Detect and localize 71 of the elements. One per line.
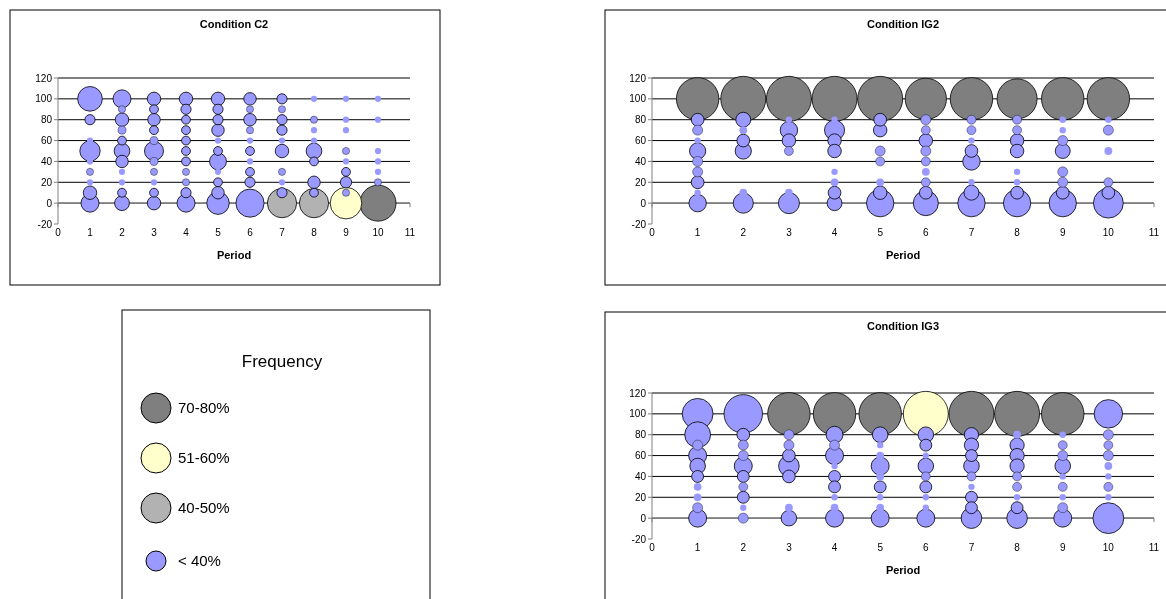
x-axis-title: Period bbox=[885, 249, 921, 261]
x-tick-label: 4 bbox=[831, 542, 838, 553]
category-label: < 40% bbox=[178, 552, 221, 570]
x-tick-label: 9 bbox=[343, 227, 350, 238]
x-tick-label: 8 bbox=[311, 227, 318, 238]
x-tick-label: 0 bbox=[649, 227, 656, 238]
y-tick-label: 60 bbox=[634, 450, 647, 462]
chart-title: Condition C2 bbox=[199, 18, 269, 30]
x-tick-label: 1 bbox=[87, 227, 94, 238]
y-tick-label: 80 bbox=[40, 114, 53, 126]
y-tick-label: 0 bbox=[640, 512, 647, 524]
x-tick-label: 2 bbox=[119, 227, 126, 238]
y-tick-label: 60 bbox=[40, 135, 53, 147]
x-tick-label: 11 bbox=[1148, 542, 1160, 553]
x-tick-label: 0 bbox=[649, 542, 656, 553]
category-label: 70-80% bbox=[178, 399, 230, 417]
x-tick-label: 10 bbox=[372, 227, 384, 238]
chart-title: Condition IG3 bbox=[866, 320, 940, 332]
y-tick-label: 40 bbox=[634, 155, 647, 167]
x-tick-label: 9 bbox=[1059, 227, 1066, 238]
x-tick-label: 9 bbox=[1059, 542, 1066, 553]
x-tick-label: 7 bbox=[968, 542, 975, 553]
y-tick-label: 0 bbox=[46, 197, 53, 209]
y-tick-label: 120 bbox=[35, 72, 53, 84]
category-label: 51-60% bbox=[178, 449, 230, 467]
x-tick-label: 2 bbox=[740, 542, 747, 553]
text: Frequency bbox=[241, 352, 323, 371]
y-tick-label: 80 bbox=[634, 429, 647, 441]
x-tick-label: 2 bbox=[740, 227, 747, 238]
x-tick-label: 11 bbox=[1148, 227, 1160, 238]
x-tick-label: 11 bbox=[404, 227, 416, 238]
x-tick-label: 4 bbox=[183, 227, 190, 238]
x-tick-label: 3 bbox=[786, 227, 793, 238]
x-tick-label: 0 bbox=[55, 227, 62, 238]
x-tick-label: 8 bbox=[1014, 542, 1021, 553]
y-tick-label: 20 bbox=[40, 176, 53, 188]
x-tick-label: 10 bbox=[1102, 542, 1115, 553]
x-tick-label: 7 bbox=[279, 227, 286, 238]
y-tick-label: 100 bbox=[629, 408, 647, 420]
chart-title: Condition IG2 bbox=[866, 18, 940, 30]
y-tick-label: 0 bbox=[640, 197, 647, 209]
x-tick-label: 4 bbox=[831, 227, 838, 238]
y-tick-label: 40 bbox=[40, 155, 53, 167]
y-tick-label: -20 bbox=[37, 218, 53, 230]
x-tick-label: 1 bbox=[694, 542, 701, 553]
y-tick-label: 60 bbox=[634, 135, 647, 147]
y-tick-label: 100 bbox=[629, 93, 647, 105]
x-tick-label: 8 bbox=[1014, 227, 1021, 238]
y-tick-label: 120 bbox=[629, 72, 647, 84]
x-tick-label: 6 bbox=[923, 227, 930, 238]
x-tick-label: 6 bbox=[247, 227, 254, 238]
y-tick-label: 80 bbox=[634, 114, 647, 126]
y-tick-label: -20 bbox=[631, 218, 647, 230]
x-tick-label: 5 bbox=[877, 227, 884, 238]
x-tick-label: 7 bbox=[968, 227, 975, 238]
y-tick-label: 40 bbox=[634, 470, 647, 482]
x-tick-label: 5 bbox=[877, 542, 884, 553]
y-tick-label: 100 bbox=[35, 93, 53, 105]
x-tick-label: 1 bbox=[694, 227, 701, 238]
x-axis-title: Period bbox=[885, 564, 921, 576]
y-tick-label: 20 bbox=[634, 176, 647, 188]
y-tick-label: 20 bbox=[634, 491, 647, 503]
x-tick-label: 3 bbox=[786, 542, 793, 553]
y-tick-label: -20 bbox=[631, 533, 647, 545]
y-tick-label: 120 bbox=[629, 387, 647, 399]
x-tick-label: 3 bbox=[151, 227, 158, 238]
x-tick-label: 5 bbox=[215, 227, 222, 238]
x-axis-title: Period bbox=[216, 249, 252, 261]
x-tick-label: 10 bbox=[1102, 227, 1115, 238]
category-label: 40-50% bbox=[178, 499, 230, 517]
x-tick-label: 6 bbox=[923, 542, 930, 553]
